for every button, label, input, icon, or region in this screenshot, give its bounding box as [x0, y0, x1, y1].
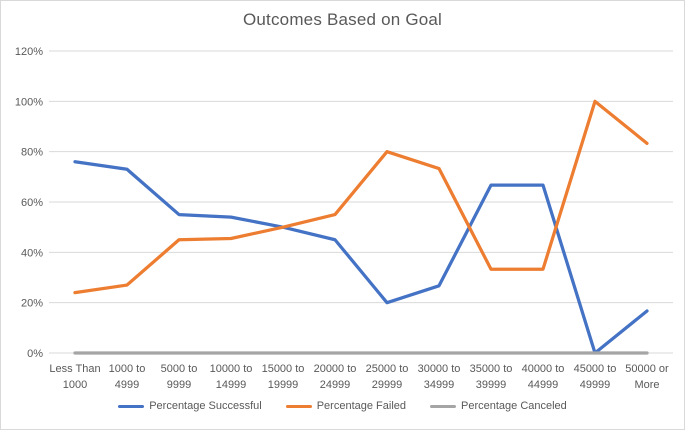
x-axis-category-label: 30000 to 34999	[418, 363, 461, 391]
legend-item-label: Percentage Failed	[316, 400, 406, 412]
x-axis-category-label: 25000 to 29999	[366, 363, 409, 391]
y-axis-tick-label: 20%	[21, 298, 43, 310]
x-axis-category-label: 40000 to 44999	[522, 363, 565, 391]
x-axis-category-label: Less Than 1000	[49, 363, 100, 391]
y-axis-tick-label: 100%	[15, 96, 43, 108]
legend-item[interactable]: Percentage Canceled	[430, 400, 567, 412]
legend-line-marker-icon	[430, 404, 456, 408]
chart-title[interactable]: Outcomes Based on Goal	[242, 10, 443, 29]
x-axis-category-label: 35000 to 39999	[470, 363, 513, 391]
x-axis-category-label: 5000 to 9999	[161, 363, 198, 391]
y-axis-tick-label: 120%	[15, 46, 43, 58]
x-axis-category-label: 1000 to 4999	[109, 363, 146, 391]
series-line-0[interactable]	[73, 160, 649, 355]
x-axis-category-label: 45000 to 49999	[574, 363, 617, 391]
y-axis-tick-label: 80%	[21, 147, 43, 159]
legend: Percentage Successful Percentage Failed Pe…	[1, 400, 684, 412]
legend-line-marker-icon	[118, 404, 145, 408]
x-axis-category-label: 10000 to 14999	[210, 363, 253, 391]
legend-item[interactable]: Percentage Successful	[118, 400, 262, 412]
x-axis-category-label: 15000 to 19999	[262, 363, 305, 391]
y-axis-tick-label: 40%	[21, 247, 43, 259]
y-axis-tick-label: 60%	[21, 197, 43, 209]
legend-item[interactable]: Percentage Failed	[285, 400, 406, 412]
legend-line-marker-icon	[285, 404, 312, 408]
series-line-1[interactable]	[73, 99, 649, 295]
legend-item-label: Percentage Successful	[149, 400, 262, 412]
legend-item-label: Percentage Canceled	[461, 400, 567, 412]
y-axis-tick-label: 0%	[27, 348, 43, 360]
x-axis-category-label: 50000 or More	[625, 363, 669, 391]
x-axis-category-label: 20000 to 24999	[314, 363, 357, 391]
